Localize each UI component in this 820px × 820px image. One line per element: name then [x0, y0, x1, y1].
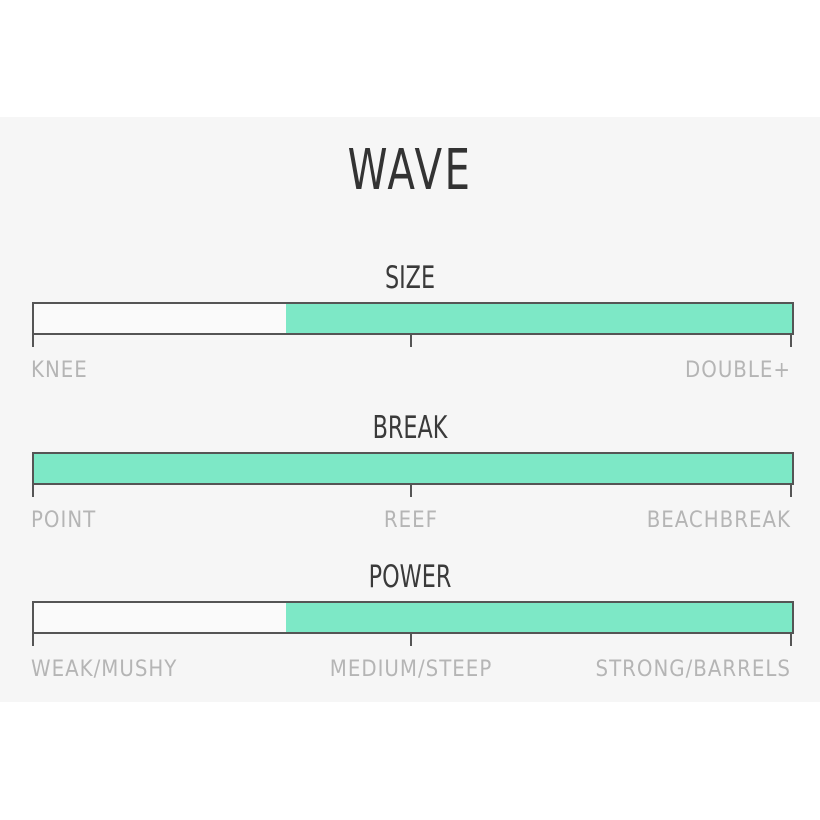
tick-mark — [790, 632, 792, 646]
bar-track — [32, 601, 794, 634]
tick-mark — [32, 632, 34, 646]
tick-mark — [790, 483, 792, 497]
tick-mark — [410, 632, 412, 646]
tick-mark — [790, 333, 792, 347]
bar-fill — [34, 454, 792, 483]
metric-label: POWER — [368, 559, 452, 595]
tick-mark — [410, 483, 412, 497]
bar-fill — [286, 304, 792, 333]
scale-label: WEAK/MUSHY — [31, 657, 178, 682]
scale-label: DOUBLE+ — [685, 358, 791, 383]
scale-label: POINT — [31, 508, 97, 533]
tick-mark — [410, 333, 412, 347]
bar-track — [32, 452, 794, 485]
tick-mark — [32, 483, 34, 497]
scale-label: REEF — [383, 508, 439, 533]
bar-fill — [286, 603, 792, 632]
metric-break: BREAK POINT REEF BEACHBREAK — [0, 410, 820, 556]
scale-label: KNEE — [31, 358, 88, 383]
tick-mark — [32, 333, 34, 347]
metric-label: SIZE — [384, 260, 436, 296]
scale-label: STRONG/BARRELS — [595, 657, 791, 682]
bar-track — [32, 302, 794, 335]
metric-size: SIZE KNEE DOUBLE+ — [0, 260, 820, 406]
scale-label: BEACHBREAK — [646, 508, 791, 533]
metric-power: POWER WEAK/MUSHY MEDIUM/STEEP STRONG/BARRE… — [0, 559, 820, 705]
scale-label: MEDIUM/STEEP — [329, 657, 493, 682]
chart-title: WAVE — [347, 138, 473, 203]
metric-label: BREAK — [372, 410, 448, 446]
